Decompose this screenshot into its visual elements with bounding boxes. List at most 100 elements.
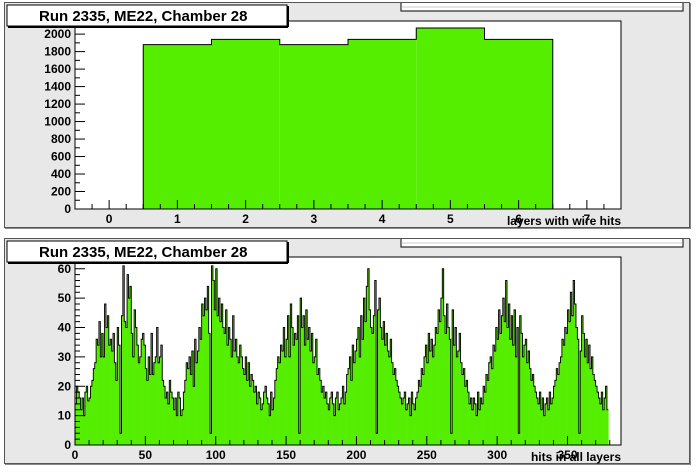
histogram-bin-198 [352,345,354,445]
histogram-bin-370 [594,380,596,445]
y-tick-label: 30 [58,350,72,364]
histogram-bin-338 [549,392,551,445]
histogram-bin-353 [570,292,573,445]
histogram-bin-207 [364,321,367,445]
histogram-bin-332 [540,409,543,445]
histogram-bin-361 [581,315,584,445]
histogram-bin-298 [492,345,495,445]
histogram-bin-296 [490,356,492,445]
x-tick-label: 100 [206,448,226,462]
histogram-bin-309 [508,304,511,445]
histogram-bin-66 [166,392,169,445]
histogram-bin-324 [529,368,532,445]
histogram-bin-50 [143,345,146,445]
histogram-bin-366 [588,345,591,445]
histogram-bin-260 [439,321,442,445]
histogram-bin-281 [469,403,471,445]
histogram-bin-211 [370,327,373,445]
histogram-bin-350 [566,333,568,445]
x-tick-label: 50 [139,448,153,462]
histogram-bin-102 [217,315,219,445]
histogram-bin-12 [90,386,93,445]
histogram-bin-92 [203,315,205,445]
histogram-bin-223 [387,351,390,445]
histogram-bin-71 [173,409,176,445]
y-tick-label: 400 [51,167,71,181]
histogram-bin-123 [246,380,249,445]
histogram-bin-6 [82,398,84,445]
histogram-bin-146 [279,362,281,445]
histogram-bin-107 [224,333,226,445]
histogram-bin-21 [103,356,105,445]
histogram-bin-43 [134,309,136,445]
histogram-bin-258 [436,333,439,445]
histogram-bin-239 [409,415,412,445]
histogram-bin-116 [236,356,239,445]
histogram-bin-47 [139,356,142,445]
histogram-bin-29 [114,362,117,445]
histogram-bin-186 [335,398,338,445]
histogram-bin-287 [477,392,480,445]
histogram-bin-327 [533,386,536,445]
histogram-bin-155 [291,327,294,445]
histogram-bin-98 [211,265,214,445]
histogram-bin-325 [530,380,533,445]
histogram-bin-141 [272,409,274,445]
histogram-bin-176 [321,392,323,445]
histogram-bin-151 [286,339,288,445]
y-tick-label: 600 [51,150,71,164]
histogram-bin-334 [543,415,546,445]
histogram-bin-263 [443,315,446,445]
histogram-bin-346 [560,356,563,445]
histogram-bin-62 [160,345,163,445]
x-tick-label: 7 [584,212,591,226]
histogram-bin-65 [165,398,167,445]
histogram-bin-340 [552,398,554,445]
histogram-bin-103 [218,298,221,445]
histogram-bin-133 [260,409,263,445]
histogram-bin-344 [557,374,560,445]
histogram-bin-318 [521,333,523,445]
histogram-bin-99 [212,280,215,445]
histogram-bin-48 [141,339,143,445]
histogram-bin-256 [433,345,436,445]
histogram-bin-187 [336,392,339,445]
histogram-bin-202 [357,327,360,445]
histogram-bin-149 [283,327,285,445]
histogram-bin-174 [318,368,321,445]
histogram-bin-280 [467,392,470,445]
histogram-bin-251 [426,362,429,445]
histogram-bin-306 [504,321,506,445]
histogram-bin-5 [416,27,485,210]
histogram-bin-124 [248,362,250,445]
x-tick-label: 4 [379,212,386,226]
histogram-bin-345 [559,362,561,445]
histogram-bin-313 [514,309,516,445]
histogram-bin-143 [274,380,277,445]
histogram-bin-88 [197,351,200,445]
histogram-bin-37 [125,327,128,445]
histogram-bin-20 [101,333,104,445]
histogram-bin-371 [595,386,598,445]
histogram-bin-269 [452,309,454,445]
x-tick-label: 200 [346,448,366,462]
histogram-bin-310 [509,339,512,445]
histogram-bin-80 [186,362,188,445]
histogram-bin-1 [75,403,77,445]
histogram-bin-272 [456,356,459,445]
chart-title: Run 2335, ME22, Chamber 28 [39,8,247,25]
histogram-bin-166 [307,339,309,445]
histogram-bin-73 [176,415,179,445]
histogram-bin-348 [563,345,566,445]
histogram-bin-276 [461,374,464,445]
histogram-bin-140 [270,392,273,445]
histogram-bin-17 [97,345,100,445]
histogram-bin-96 [208,333,211,445]
histogram-bin-1 [143,44,212,210]
histogram-bin-7 [83,415,86,445]
histogram-bin-303 [499,333,502,445]
histogram-bin-262 [442,268,444,445]
histogram-bin-347 [561,339,564,445]
histogram-bin-28 [112,333,115,445]
histogram-bin-301 [497,339,499,445]
